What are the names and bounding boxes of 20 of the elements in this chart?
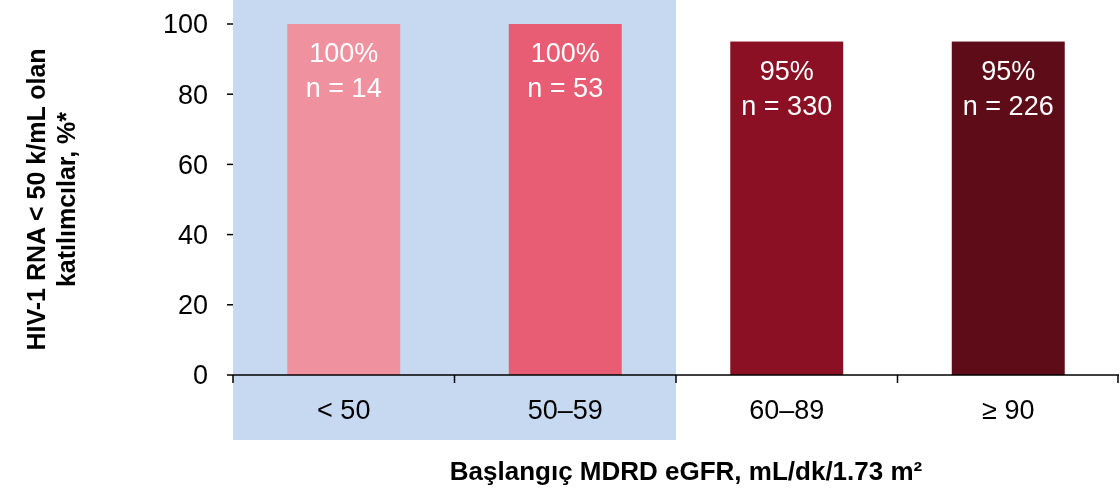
y-axis-title: HIV-1 RNA < 50 k/mL olan katılımcılar, %*	[22, 48, 80, 351]
data-label: 95%	[759, 55, 814, 86]
y-tick-label: 100	[162, 9, 208, 40]
data-label: 95%	[981, 55, 1036, 86]
x-tick-label: 60–89	[749, 395, 825, 425]
data-label: 100%	[530, 38, 600, 68]
annotation: n = 14	[305, 73, 382, 103]
x-axis-title: Başlangıç MDRD eGFR, mL/dk/1.73 m²	[449, 456, 923, 486]
data-label: 100%	[309, 38, 379, 68]
y-tick-label: 0	[192, 360, 208, 391]
annotation: n = 53	[527, 73, 604, 103]
annotation: n = 226	[962, 90, 1054, 121]
x-tick-label: < 50	[317, 395, 371, 425]
y-tick-label: 80	[177, 79, 208, 110]
y-tick-label: 20	[177, 290, 208, 321]
x-tick-label: 50–59	[527, 395, 603, 425]
x-tick-label: ≥ 90	[982, 395, 1035, 425]
y-tick-label: 60	[177, 149, 208, 180]
y-tick-label: 40	[177, 220, 208, 251]
annotation: n = 330	[741, 90, 833, 121]
